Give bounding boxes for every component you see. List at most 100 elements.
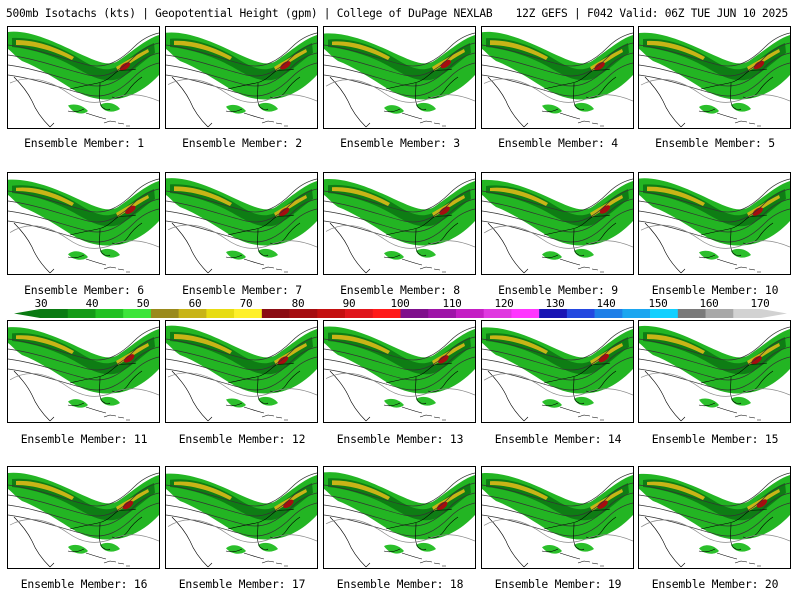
islands [103,266,130,273]
height-contour-gray [640,372,790,397]
ensemble-member-map[interactable] [323,26,476,129]
height-contour [8,178,159,213]
ensemble-member-map[interactable] [323,320,476,423]
coastline [487,214,617,274]
ensemble-member-map[interactable] [481,26,634,129]
ensemble-member-map[interactable] [165,320,318,423]
height-contour [8,32,159,67]
islands [419,414,446,421]
coastline [487,68,617,128]
map-drawing [8,31,159,128]
height-contour [324,356,475,391]
map-drawing [482,326,633,422]
height-contour-gray [640,79,790,103]
jet-max-red [598,353,610,363]
height-contour [639,178,790,213]
ensemble-member-label: Ensemble Member: 16 [20,577,148,591]
jet-max-red [440,59,452,69]
height-contour-gray [167,519,317,543]
islands [734,414,761,421]
islands [103,560,130,567]
height-contour [639,472,790,507]
height-contour [8,42,159,77]
height-contour [324,32,475,67]
height-contour [166,356,317,391]
height-contour [639,208,790,243]
ensemble-member-map[interactable] [481,466,634,569]
map-header: 500mb Isotachs (kts) | Geopotential Heig… [6,7,796,21]
map-drawing [166,472,317,568]
height-contour [482,32,633,67]
height-contour [639,42,790,77]
height-contour [482,52,633,87]
jet-streak-yellow [647,481,780,511]
ensemble-member-label: Ensemble Member: 17 [178,577,306,591]
ensemble-member-map[interactable] [323,172,476,275]
jet-streak-yellow [332,334,465,365]
ensemble-member-map[interactable] [7,466,160,569]
height-contour [166,188,317,223]
ensemble-member-map[interactable] [481,172,634,275]
height-contour [8,502,159,537]
height-contour-gray [483,225,633,249]
jet-max-red [283,499,294,509]
wind-speed-patch [68,542,120,554]
islands [261,266,288,273]
wind-speed-patch [542,542,594,554]
ensemble-member-map[interactable] [638,320,791,423]
jet-max-red [439,206,450,215]
jet-max-red [436,501,448,511]
wind-speed-patch [68,248,120,260]
height-contour [8,52,159,87]
ensemble-member-map[interactable] [7,26,160,129]
ensemble-member-map[interactable] [165,26,318,129]
ensemble-member-map[interactable] [638,466,791,569]
ensemble-member-map[interactable] [323,466,476,569]
height-contour [324,198,475,233]
ensemble-member-map[interactable] [165,466,318,569]
islands [103,120,130,127]
height-contour [166,502,317,537]
jet-max-red [756,499,768,508]
map-drawing [482,178,633,274]
map-drawing [324,326,475,422]
coastline [329,214,459,274]
height-contour-gray [325,225,475,249]
height-contour [166,62,317,97]
height-contour [482,208,633,243]
height-contour [639,482,790,517]
height-contour [8,188,159,223]
coastline [329,68,459,128]
height-contour [482,492,633,527]
jet-max-red [280,61,291,70]
jet-streak-yellow [174,334,307,365]
header-valid-time: 12Z GEFS | F042 Valid: 06Z TUE JUN 10 20… [515,7,789,20]
height-contour-gray [9,78,159,103]
ensemble-member-map[interactable] [638,172,791,275]
wind-speed-patch [542,102,594,114]
ensemble-member-map[interactable] [7,320,160,423]
height-contour [8,472,159,507]
ensemble-member-map[interactable] [165,172,318,275]
jet-streak-yellow [332,480,465,511]
height-contour [324,208,475,243]
ensemble-member-label: Ensemble Member: 9 [498,283,618,297]
height-contour [324,472,475,507]
ensemble-member-map[interactable] [481,320,634,423]
map-drawing [639,178,790,274]
ensemble-member-map[interactable] [638,26,791,129]
map-drawing [639,325,790,422]
jet-streak-yellow [647,334,780,365]
ensemble-member-label: Ensemble Member: 7 [182,283,302,297]
jet-streak-yellow [16,187,149,217]
wind-speed-patch [384,396,436,408]
ensemble-member-map[interactable] [7,172,160,275]
height-contour [166,336,317,371]
height-contour-gray [167,224,317,249]
ensemble-member-label: Ensemble Member: 19 [494,577,622,591]
islands [577,414,604,421]
islands [261,120,288,127]
jet-max-red [438,355,449,364]
map-drawing [324,178,475,274]
jet-max-red [277,356,289,365]
